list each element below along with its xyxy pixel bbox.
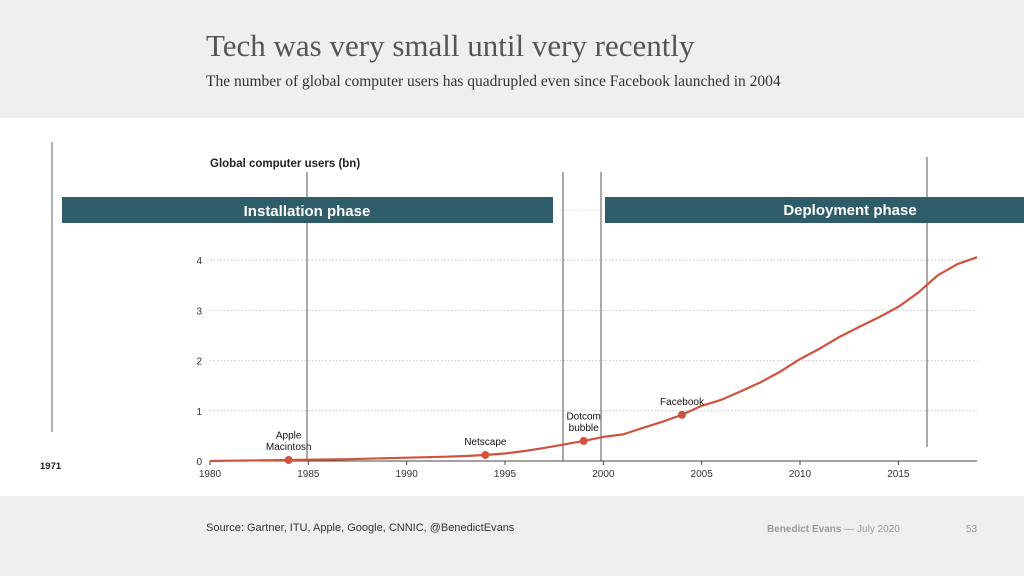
x-tick-label-2010: 2010 [789, 469, 812, 480]
author-credit: Benedict Evans — July 2020 [767, 524, 900, 535]
annotation-point-1 [481, 450, 490, 459]
author-date: July 2020 [857, 524, 900, 535]
page-number: 53 [966, 524, 978, 535]
source-note: Source: Gartner, ITU, Apple, Google, CNN… [206, 522, 515, 534]
author-separator: — [844, 524, 855, 535]
installation-phase-label: Installation phase [244, 203, 371, 220]
x-tick-label-2000: 2000 [592, 469, 615, 480]
slide-subtitle: The number of global computer users has … [206, 73, 781, 90]
annotation-label-0-0: Apple [276, 430, 302, 441]
y-tick-label-2: 2 [196, 357, 202, 368]
y-tick-label-0: 0 [196, 457, 202, 468]
y-tick-label-3: 3 [196, 306, 202, 317]
y-tick-label-4: 4 [196, 256, 202, 267]
annotation-label-0-1: Macintosh [266, 442, 312, 453]
gridlines [210, 209, 977, 412]
start-year-label: 1971 [40, 461, 62, 472]
installation-phase-band [62, 197, 553, 223]
x-tick-label-1995: 1995 [494, 469, 517, 480]
annotation-point-0 [284, 455, 293, 464]
x-tick-label-2015: 2015 [887, 469, 910, 480]
annotation-label-3-0: Facebook [660, 397, 705, 408]
series-line-computer-users [209, 256, 978, 463]
annotation-point-2 [579, 436, 588, 445]
author-name: Benedict Evans [767, 524, 842, 535]
slide-title: Tech was very small until very recently [206, 28, 695, 63]
y-tick-label-1: 1 [196, 407, 202, 418]
annotation-point-3 [678, 410, 686, 419]
x-tick-label-2005: 2005 [691, 469, 714, 480]
x-tick-label-1985: 1985 [297, 469, 320, 480]
x-tick-label-1990: 1990 [396, 469, 419, 480]
annotation-label-1-0: Netscape [464, 437, 507, 448]
x-axis-ticks: 1980 1985 1990 1995 2000 2005 2010 2015 [199, 461, 910, 480]
slide-footer [0, 496, 1024, 576]
slide-header [0, 0, 1024, 118]
chart-title: Global computer users (bn) [210, 158, 360, 170]
deployment-phase-band [605, 197, 1024, 223]
y-axis-ticks: 0 1 2 3 4 [196, 256, 202, 468]
annotation-label-2-0: Dotcom [566, 411, 600, 422]
deployment-phase-label: Deployment phase [783, 202, 916, 219]
x-tick-label-1980: 1980 [199, 469, 222, 480]
annotation-label-2-1: bubble [569, 423, 599, 434]
